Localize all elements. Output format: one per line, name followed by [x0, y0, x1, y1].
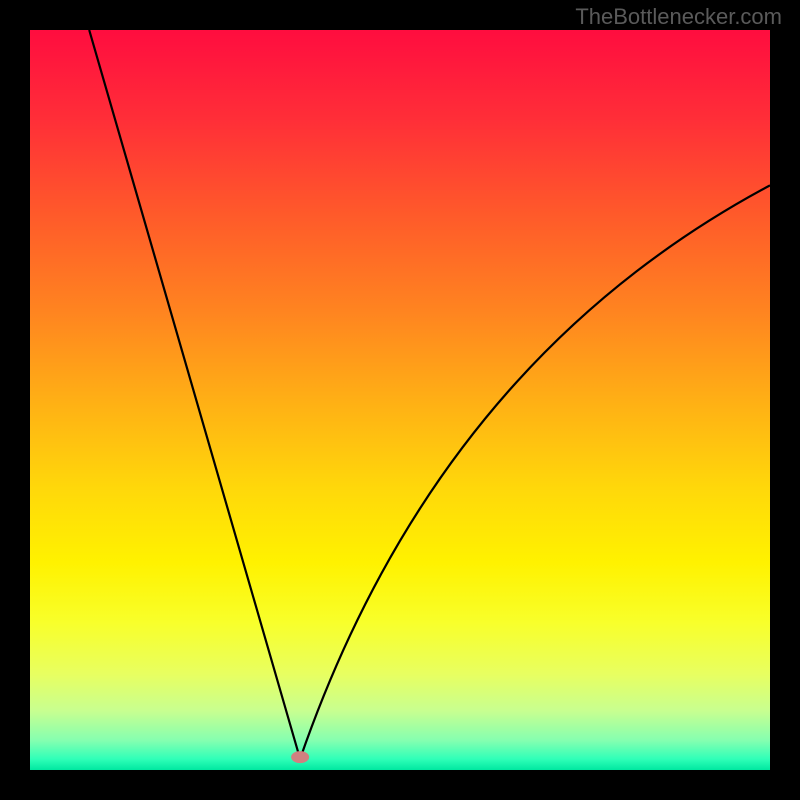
bottleneck-curve	[30, 30, 770, 770]
optimal-point-marker	[291, 751, 309, 763]
watermark-text: TheBottlenecker.com	[575, 4, 782, 30]
plot-area	[30, 30, 770, 770]
